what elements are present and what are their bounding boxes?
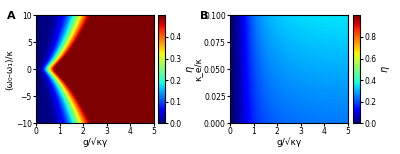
Y-axis label: η: η xyxy=(184,66,194,72)
Y-axis label: κ_e/κ: κ_e/κ xyxy=(194,57,202,81)
Y-axis label: (ω₀-ω₁)/κ: (ω₀-ω₁)/κ xyxy=(6,49,14,90)
Y-axis label: η: η xyxy=(379,66,389,72)
Text: B: B xyxy=(200,11,209,21)
Text: A: A xyxy=(6,11,15,21)
X-axis label: g/√κγ: g/√κγ xyxy=(276,138,302,147)
X-axis label: g/√κγ: g/√κγ xyxy=(82,138,108,147)
